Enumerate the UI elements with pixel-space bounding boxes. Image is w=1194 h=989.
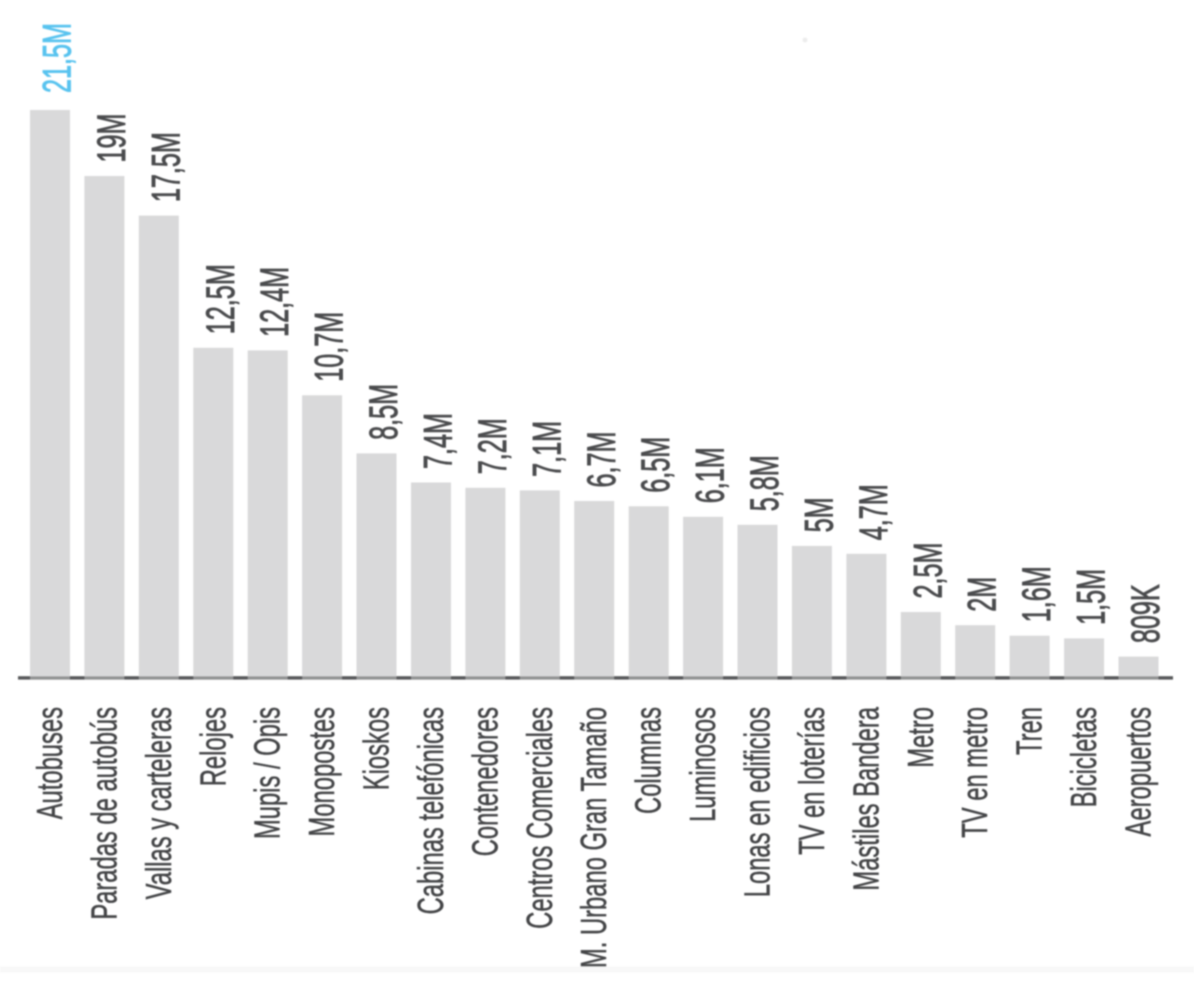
svg-text:TV en metro: TV en metro bbox=[955, 707, 995, 838]
svg-text:12,5M: 12,5M bbox=[199, 264, 243, 334]
svg-text:2M: 2M bbox=[961, 577, 1005, 612]
svg-text:Relojes: Relojes bbox=[193, 707, 233, 786]
svg-text:809K: 809K bbox=[1124, 584, 1168, 643]
svg-text:12,4M: 12,4M bbox=[253, 267, 297, 337]
svg-text:6,7M: 6,7M bbox=[580, 432, 624, 488]
svg-text:Contenedores: Contenedores bbox=[466, 707, 506, 856]
svg-text:21,5M: 21,5M bbox=[36, 23, 80, 93]
svg-text:7,4M: 7,4M bbox=[417, 413, 461, 469]
svg-text:TV en loterías: TV en loterías bbox=[792, 707, 832, 855]
svg-text:Bicicletas: Bicicletas bbox=[1064, 707, 1104, 807]
svg-text:8,5M: 8,5M bbox=[362, 384, 406, 440]
svg-text:Lonas en edificios: Lonas en edificios bbox=[738, 707, 778, 897]
svg-text:Kioskos: Kioskos bbox=[357, 707, 397, 790]
svg-text:Paradas de autobús: Paradas de autobús bbox=[85, 707, 125, 920]
svg-text:Aeropuertos: Aeropuertos bbox=[1119, 707, 1159, 836]
svg-text:1,5M: 1,5M bbox=[1070, 569, 1114, 625]
svg-text:5,8M: 5,8M bbox=[743, 455, 787, 511]
svg-text:Metro: Metro bbox=[901, 707, 941, 768]
svg-text:6,5M: 6,5M bbox=[634, 437, 678, 493]
svg-text:Mupis / Opis: Mupis / Opis bbox=[248, 707, 288, 839]
svg-text:10,7M: 10,7M bbox=[308, 312, 352, 382]
svg-text:2,5M: 2,5M bbox=[907, 543, 951, 599]
svg-text:Cabinas telefónicas: Cabinas telefónicas bbox=[411, 707, 451, 914]
svg-text:Vallas y carteleras: Vallas y carteleras bbox=[139, 707, 179, 899]
svg-text:19M: 19M bbox=[90, 114, 134, 163]
svg-text:17,5M: 17,5M bbox=[145, 132, 189, 202]
svg-text:4,7M: 4,7M bbox=[852, 484, 896, 540]
svg-text:1,6M: 1,6M bbox=[1015, 566, 1059, 622]
svg-text:Columnas: Columnas bbox=[629, 707, 669, 814]
svg-text:M. Urbano Gran Tamaño: M. Urbano Gran Tamaño bbox=[574, 707, 614, 968]
svg-text:Tren: Tren bbox=[1010, 707, 1050, 755]
svg-text:Centros Comerciales: Centros Comerciales bbox=[520, 707, 560, 929]
svg-text:Mástiles Bandera: Mástiles Bandera bbox=[847, 707, 887, 891]
svg-text:Autobuses: Autobuses bbox=[30, 707, 70, 819]
svg-text:7,1M: 7,1M bbox=[526, 421, 570, 477]
svg-text:5M: 5M bbox=[798, 497, 842, 532]
svg-text:6,1M: 6,1M bbox=[689, 447, 733, 503]
svg-text:7,2M: 7,2M bbox=[471, 418, 515, 474]
svg-text:Luminosos: Luminosos bbox=[683, 707, 723, 822]
svg-text:Monopostes: Monopostes bbox=[302, 707, 342, 836]
